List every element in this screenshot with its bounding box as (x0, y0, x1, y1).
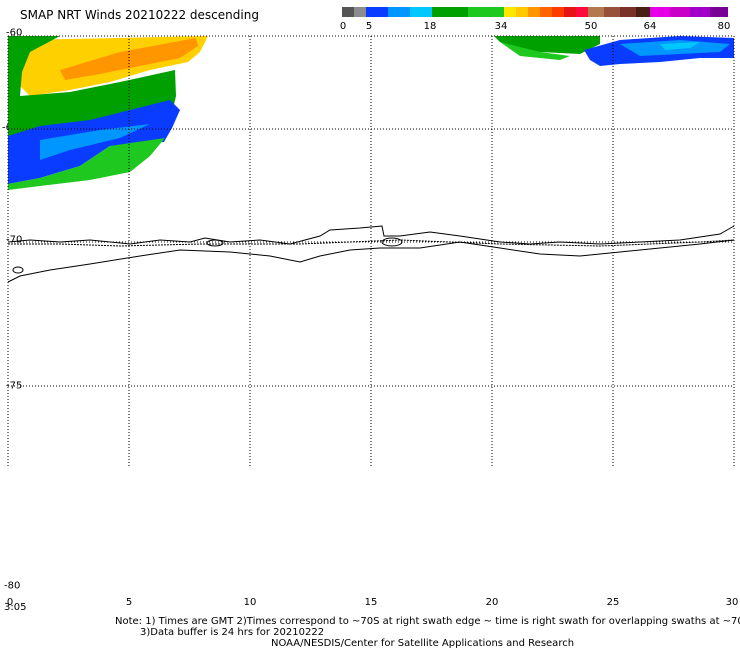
lat-tick-80: -80 (4, 580, 21, 592)
lon-tick-10: 10 (243, 597, 257, 608)
colorbar-segment (528, 7, 540, 17)
colorbar-segment (410, 7, 432, 17)
wind-speed-colorbar (342, 7, 728, 17)
lon-tick-5: 5 (125, 597, 133, 608)
time-label: 3:05 (4, 602, 27, 613)
colorbar-segment (650, 7, 670, 17)
colorbar-segment (552, 7, 564, 17)
coastline (7, 225, 735, 245)
colorbar-label: 34 (494, 21, 508, 32)
colorbar-label: 50 (584, 21, 598, 32)
wind-swath-peak (60, 38, 198, 80)
colorbar-segment (710, 7, 728, 17)
note-line-1: Note: 1) Times are GMT 2)Times correspon… (115, 616, 740, 627)
lat-tick-60: -60 (6, 27, 23, 39)
lat-tick-70: -70 (6, 234, 23, 246)
lat-tick-75: -75 (6, 380, 23, 392)
lat-lon-grid (7, 35, 735, 466)
lon-tick-25: 25 (606, 597, 620, 608)
note-line-2: 3)Data buffer is 24 hrs for 20210222 (140, 627, 325, 638)
lat-tick-65: -65 (2, 122, 8, 134)
colorbar-label: 18 (423, 21, 437, 32)
colorbar-segment (388, 7, 410, 17)
colorbar-segment (468, 7, 504, 17)
colorbar-label: 80 (717, 21, 731, 32)
wind-swath-edge (8, 138, 165, 190)
colorbar-segment (354, 7, 366, 17)
colorbar-label: 64 (643, 21, 657, 32)
notes: Note: 1) Times are GMT 2)Times correspon… (115, 616, 740, 649)
colorbar-segment (504, 7, 516, 17)
lon-tick-0: 0 (6, 597, 14, 608)
colorbar-segment (540, 7, 552, 17)
colorbar-segment (670, 7, 690, 17)
colorbar-segment (604, 7, 620, 17)
map-title: SMAP NRT Winds 20210222 descending (20, 8, 259, 22)
lon-tick-15: 15 (364, 597, 378, 608)
colorbar-segment (576, 7, 588, 17)
colorbar-segment (516, 7, 528, 17)
lon-tick-30: 30 (725, 597, 739, 608)
colorbar-segment (564, 7, 576, 17)
colorbar-segment (588, 7, 604, 17)
colorbar-segment (342, 7, 354, 17)
wind-swath-right-green (494, 36, 600, 54)
colorbar-segment (690, 7, 710, 17)
colorbar-segment (432, 7, 468, 17)
lon-tick-20: 20 (485, 597, 499, 608)
note-line-3: NOAA/NESDIS/Center for Satellite Applica… (271, 638, 575, 649)
colorbar-label: 0 (339, 21, 347, 32)
colorbar-segment (620, 7, 636, 17)
colorbar-segment (636, 7, 650, 17)
colorbar-segment (366, 7, 388, 17)
colorbar-label: 5 (365, 21, 373, 32)
